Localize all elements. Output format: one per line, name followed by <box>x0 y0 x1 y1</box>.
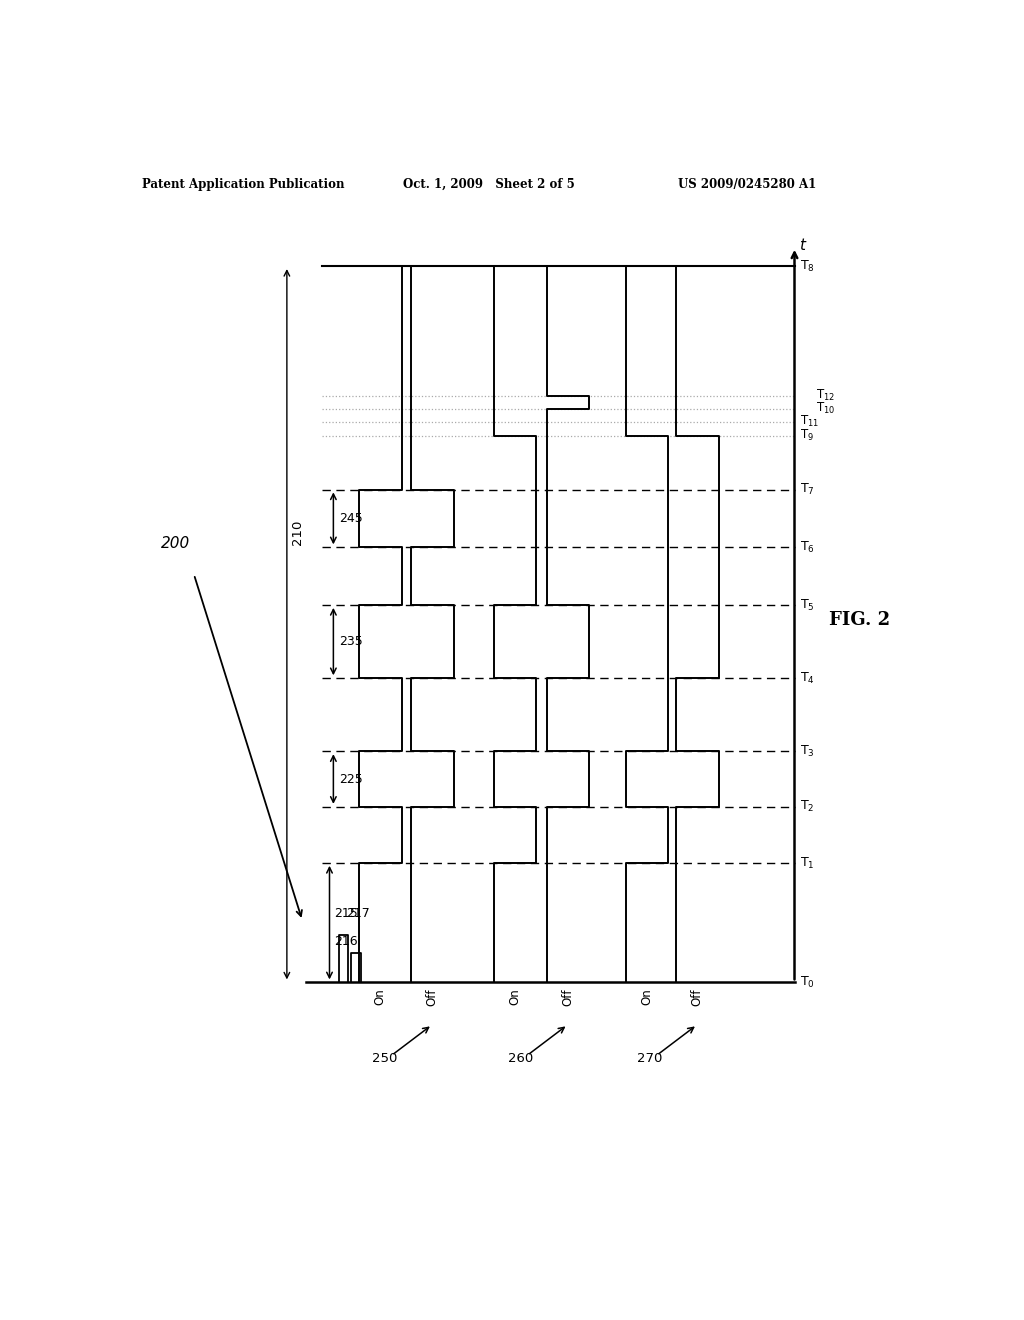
Text: 250: 250 <box>372 1052 397 1065</box>
Text: T$_3$: T$_3$ <box>800 743 814 759</box>
Text: T$_5$: T$_5$ <box>800 598 814 612</box>
Text: T$_{10}$: T$_{10}$ <box>816 401 836 416</box>
Text: 245: 245 <box>340 512 364 525</box>
Text: T$_0$: T$_0$ <box>800 974 815 990</box>
Text: T$_8$: T$_8$ <box>800 259 815 273</box>
Text: T$_1$: T$_1$ <box>800 855 814 870</box>
Text: Off: Off <box>561 989 574 1006</box>
Text: FIG. 2: FIG. 2 <box>829 611 891 630</box>
Text: 216: 216 <box>334 936 357 948</box>
Text: 200: 200 <box>161 536 189 550</box>
Text: 270: 270 <box>637 1052 663 1065</box>
Text: US 2009/0245280 A1: US 2009/0245280 A1 <box>678 178 816 190</box>
Text: 210: 210 <box>291 519 304 545</box>
Text: On: On <box>374 989 387 1006</box>
Text: 260: 260 <box>508 1052 534 1065</box>
Text: On: On <box>640 989 653 1006</box>
Text: T$_{12}$: T$_{12}$ <box>816 388 836 403</box>
Text: 215: 215 <box>334 907 358 920</box>
Text: T$_4$: T$_4$ <box>800 671 815 685</box>
Text: Off: Off <box>691 989 703 1006</box>
Text: 225: 225 <box>340 772 364 785</box>
Text: $t$: $t$ <box>799 236 808 252</box>
Text: T$_7$: T$_7$ <box>800 482 814 498</box>
Text: Off: Off <box>426 989 438 1006</box>
Text: 235: 235 <box>340 635 364 648</box>
Text: T$_6$: T$_6$ <box>800 540 815 554</box>
Text: T$_9$: T$_9$ <box>800 428 814 444</box>
Text: Patent Application Publication: Patent Application Publication <box>142 178 344 190</box>
Text: T$_{11}$: T$_{11}$ <box>800 414 819 429</box>
Text: 217: 217 <box>346 907 371 920</box>
Text: T$_2$: T$_2$ <box>800 799 814 814</box>
Text: On: On <box>509 989 521 1006</box>
Text: Oct. 1, 2009   Sheet 2 of 5: Oct. 1, 2009 Sheet 2 of 5 <box>403 178 574 190</box>
